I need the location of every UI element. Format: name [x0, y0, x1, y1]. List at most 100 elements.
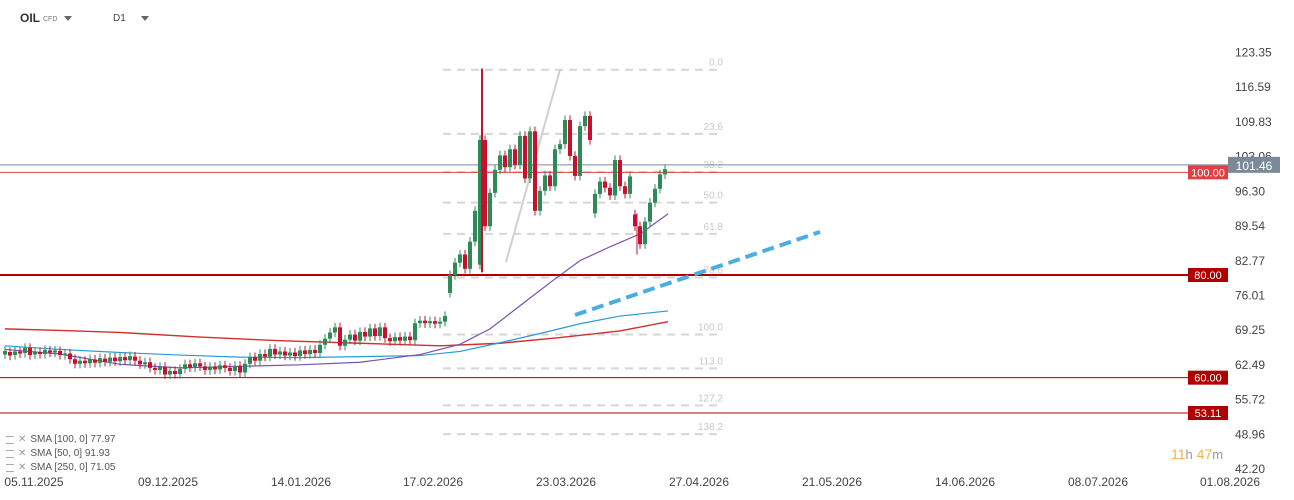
candle-body [458, 254, 462, 263]
price-axis-label: 82.77 [1235, 254, 1265, 268]
price-axis-label: 96.30 [1235, 184, 1265, 198]
indicator-label: SMA [100, 0] 77.97 [30, 434, 116, 445]
candle-body [203, 366, 207, 370]
fibonacci-level-label: 113.0 [699, 356, 724, 367]
candle-body [103, 358, 107, 362]
candle-body [323, 338, 327, 345]
price-axis-label: 116.59 [1235, 80, 1271, 94]
candle-body [633, 214, 637, 227]
candle-body [503, 155, 507, 168]
candle-body [363, 331, 367, 337]
price-axis-label: 55.72 [1235, 393, 1265, 407]
candle-body [403, 336, 407, 341]
candle-body [638, 226, 642, 245]
timeframe-label[interactable]: D1 [113, 13, 126, 24]
candle-body [408, 336, 412, 341]
candle-body [618, 160, 622, 187]
candle-body [133, 356, 137, 361]
candle-body [123, 357, 127, 361]
candle-body [568, 119, 572, 156]
candle-body [293, 352, 297, 357]
candle-body [298, 350, 302, 357]
candle-timer: 11h 47m [1171, 446, 1224, 462]
candle-body [268, 348, 272, 357]
remove-indicator-icon[interactable]: ✕ [18, 462, 27, 473]
candle-body [313, 349, 317, 354]
candle-body [478, 140, 482, 265]
candle-body [308, 349, 312, 355]
candle-body [58, 350, 62, 356]
candle-body [13, 351, 17, 356]
candle-body [433, 321, 437, 324]
candle-body [208, 366, 212, 370]
symbol-dropdown-icon[interactable] [64, 16, 72, 21]
indicator-settings-icon[interactable] [6, 435, 14, 444]
candle-body [468, 241, 472, 269]
indicator-settings-icon[interactable] [6, 449, 14, 458]
candle-body [598, 181, 602, 194]
level-price-tag-label: 100.00 [1191, 167, 1225, 179]
candle-body [463, 254, 467, 269]
level-price-tag-label: 53.11 [1195, 408, 1222, 420]
candle-body [113, 357, 117, 362]
candle-body [218, 365, 222, 370]
level-price-tag-label: 60.00 [1194, 373, 1222, 385]
candle-body [248, 357, 252, 364]
indicator-legend-item: ✕ SMA [50, 0] 91.93 [6, 448, 110, 459]
candle-body [608, 187, 612, 196]
candle-body [38, 351, 42, 355]
candle-body [548, 175, 552, 187]
candle-body [523, 135, 527, 179]
fibonacci-level-label: 0.0 [709, 58, 723, 69]
price-axis-label: 123.35 [1235, 46, 1272, 60]
date-axis-label: 21.05.2026 [802, 475, 862, 489]
candle-body [243, 363, 247, 373]
candle-body [588, 115, 592, 141]
candle-body [3, 350, 7, 355]
candle-body [553, 149, 557, 187]
level-price-tag [1188, 406, 1228, 421]
candle-body [263, 354, 267, 357]
candle-body [318, 344, 322, 354]
candle-body [288, 352, 292, 356]
sma-50-line [4, 213, 669, 369]
candle-body [188, 364, 192, 368]
candle-body [418, 320, 422, 324]
candle-body [603, 181, 607, 188]
candle-body [613, 160, 617, 196]
candle-body [233, 365, 237, 371]
candle-body [138, 360, 142, 365]
remove-indicator-icon[interactable]: ✕ [18, 448, 27, 459]
candle-body [213, 366, 217, 370]
candle-body [93, 359, 97, 363]
candle-body [428, 321, 432, 324]
candle-body [48, 350, 52, 353]
candle-body [368, 328, 372, 337]
symbol-label[interactable]: OIL CFD [20, 11, 58, 25]
remove-indicator-icon[interactable]: ✕ [18, 434, 27, 445]
candle-body [258, 354, 262, 361]
candle-body [333, 327, 337, 333]
candle-body [8, 351, 12, 356]
indicator-settings-icon[interactable] [6, 463, 14, 472]
price-axis-label: 62.49 [1235, 358, 1265, 372]
date-axis-label: 09.12.2025 [138, 475, 198, 489]
candle-body [378, 327, 382, 337]
candle-body [328, 332, 332, 339]
candle-body [53, 350, 57, 353]
candle-body [623, 186, 627, 194]
candle-body [88, 359, 92, 364]
candle-body [443, 316, 447, 322]
candle-body [413, 323, 417, 341]
candle-body [573, 155, 577, 176]
price-axis-label: 76.01 [1235, 288, 1265, 302]
candle-body [513, 149, 517, 165]
candle-body [73, 359, 77, 364]
candle-body [648, 202, 652, 222]
candle-body [283, 351, 287, 356]
timeframe-dropdown-icon[interactable] [141, 16, 149, 21]
candle-body [183, 364, 187, 369]
fibonacci-level-label: 61.8 [704, 222, 724, 233]
candle-body [498, 155, 502, 170]
